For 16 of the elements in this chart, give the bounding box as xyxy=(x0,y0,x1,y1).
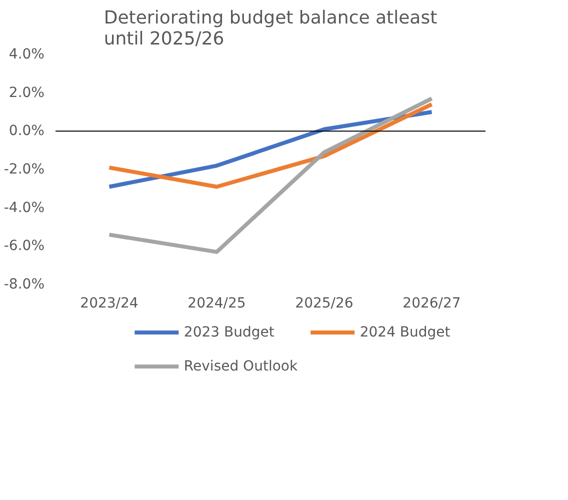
y-tick-label: 0.0% xyxy=(8,123,45,140)
legend-label: 2024 Budget xyxy=(360,324,451,340)
x-tick-label: 2023/24 xyxy=(80,296,138,312)
y-tick-label: 4.0% xyxy=(8,46,45,62)
chart-title: Deteriorating budget balance atleast until 2025/26 xyxy=(104,8,438,50)
line-series xyxy=(107,96,434,254)
y-tick-label: -8.0% xyxy=(4,276,45,292)
y-tick-label: -6.0% xyxy=(4,238,45,254)
y-tick-label: -4.0% xyxy=(4,200,45,216)
y-tick-label: -2.0% xyxy=(4,162,45,178)
y-tick-label: 2.0% xyxy=(8,84,45,101)
legend-label: 2023 Budget xyxy=(184,324,275,340)
legend-label: Revised Outlook xyxy=(184,358,298,374)
x-tick-label: 2025/26 xyxy=(295,296,354,312)
x-tick-label: 2024/25 xyxy=(188,296,246,312)
x-tick-label: 2026/27 xyxy=(402,296,461,312)
